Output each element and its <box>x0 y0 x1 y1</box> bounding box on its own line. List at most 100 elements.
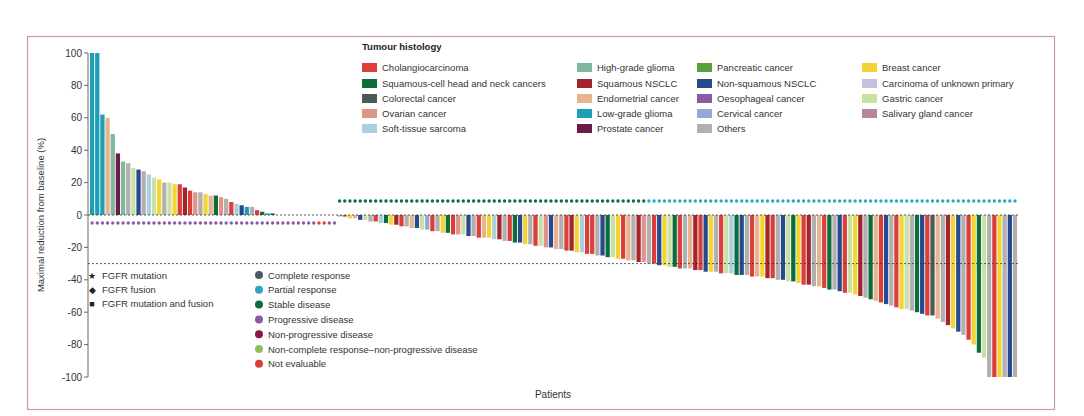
y-tick-label: -20 <box>68 242 83 253</box>
bar <box>977 215 981 353</box>
bar <box>936 215 940 319</box>
bar <box>353 215 357 218</box>
response-dot <box>591 199 594 202</box>
response-dot <box>838 199 841 202</box>
bar <box>930 215 934 315</box>
response-dot <box>451 199 454 202</box>
legend-swatch <box>362 79 377 88</box>
response-dot <box>761 199 764 202</box>
bar <box>229 202 233 215</box>
bar <box>595 215 599 256</box>
response-dot <box>534 199 537 202</box>
bar <box>781 215 785 280</box>
response-dot <box>291 221 294 224</box>
response-dot <box>142 221 145 224</box>
response-dot <box>137 221 140 224</box>
bar <box>698 215 702 270</box>
response-dot <box>962 199 965 202</box>
bar <box>389 215 393 225</box>
response-dot <box>369 199 372 202</box>
response-dot <box>276 221 279 224</box>
response-dot <box>441 199 444 202</box>
response-dot <box>915 199 918 202</box>
bar <box>477 215 481 238</box>
bar <box>198 192 202 215</box>
legend-swatch <box>697 94 712 103</box>
bar <box>910 215 914 311</box>
bar <box>466 215 470 236</box>
response-dot <box>178 221 181 224</box>
response-dot <box>405 199 408 202</box>
bar <box>250 207 254 215</box>
marker-symbol: ■ <box>89 299 94 309</box>
response-dot <box>678 199 681 202</box>
bar <box>673 215 677 267</box>
response-dot <box>487 199 490 202</box>
response-dot <box>431 199 434 202</box>
bar <box>575 215 579 252</box>
bar <box>100 115 104 215</box>
response-dot <box>874 199 877 202</box>
bar <box>172 184 176 215</box>
legend-swatch <box>577 124 592 133</box>
legend-swatch <box>862 79 877 88</box>
legend-label: Ovarian cancer <box>382 108 446 119</box>
response-dot <box>616 199 619 202</box>
bar <box>667 215 671 267</box>
y-tick <box>84 344 88 345</box>
bar <box>863 215 867 298</box>
response-dot <box>781 199 784 202</box>
response-dot <box>730 199 733 202</box>
response-dot <box>699 199 702 202</box>
bar <box>240 205 244 215</box>
legend-label: Oesophageal cancer <box>717 93 805 104</box>
response-dot <box>152 221 155 224</box>
response-dot <box>817 199 820 202</box>
response-dot <box>580 199 583 202</box>
bar <box>214 196 218 215</box>
response-dot <box>204 221 207 224</box>
response-dot <box>596 199 599 202</box>
marker-label: FGFR mutation <box>102 270 167 281</box>
response-dot <box>1013 199 1016 202</box>
response-dot <box>565 199 568 202</box>
response-dot <box>503 199 506 202</box>
bar <box>203 194 207 215</box>
response-dot <box>472 199 475 202</box>
legend-swatch <box>862 109 877 118</box>
bar <box>1008 215 1012 377</box>
legend-label: Soft-tissue sarcoma <box>382 123 467 134</box>
response-dot <box>859 199 862 202</box>
response-legend-label: Partial response <box>268 284 337 295</box>
bar <box>858 215 862 296</box>
response-dot <box>936 199 939 202</box>
response-dot <box>735 199 738 202</box>
y-tick <box>84 247 88 248</box>
response-dot <box>807 199 810 202</box>
bar <box>559 215 563 249</box>
response-dot <box>879 199 882 202</box>
response-dot <box>812 199 815 202</box>
response-dot <box>920 199 923 202</box>
bar <box>95 53 99 215</box>
bar <box>430 215 434 231</box>
bar <box>374 215 378 221</box>
response-dot <box>554 199 557 202</box>
bar <box>590 215 594 254</box>
response-dot <box>493 199 496 202</box>
response-dot <box>926 199 929 202</box>
legend-label: Breast cancer <box>882 62 941 73</box>
response-dot <box>833 199 836 202</box>
response-dot <box>987 199 990 202</box>
y-tick-label: 80 <box>71 80 83 91</box>
bar <box>843 215 847 293</box>
response-dot <box>384 199 387 202</box>
response-dot <box>209 221 212 224</box>
response-legend-dot <box>255 271 263 279</box>
response-dot <box>853 199 856 202</box>
bar <box>523 215 527 244</box>
response-dot <box>895 199 898 202</box>
response-dot <box>642 199 645 202</box>
bar <box>636 215 640 262</box>
bar <box>539 215 543 246</box>
